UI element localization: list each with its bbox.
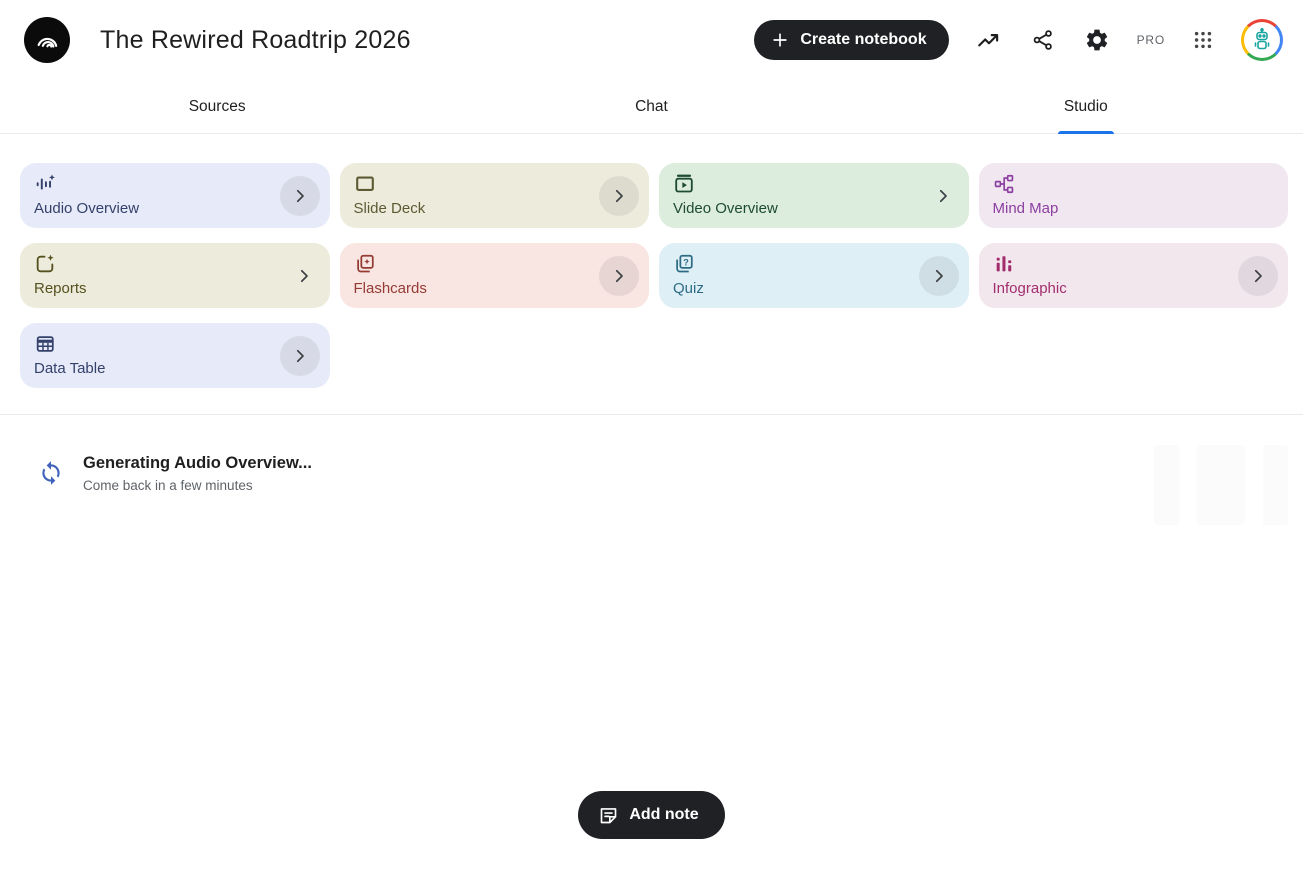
mind-map-nodes-icon [993, 173, 1015, 195]
loading-placeholder-bars [1154, 445, 1288, 525]
card-mind-map[interactable]: Mind Map [978, 163, 1288, 228]
flashcards-star-icon [354, 253, 376, 275]
card-label: Video Overview [673, 200, 778, 217]
card-infographic[interactable]: Infographic [978, 243, 1288, 308]
svg-text:?: ? [683, 257, 689, 267]
card-flashcards[interactable]: Flashcards [339, 243, 649, 308]
sync-icon [42, 461, 60, 485]
tab-studio[interactable]: Studio [869, 80, 1303, 134]
card-label: Infographic [992, 280, 1067, 297]
generating-status-row: Generating Audio Overview... Come back i… [0, 433, 1303, 525]
data-table-icon [34, 333, 56, 355]
chevron-right-icon[interactable] [279, 335, 320, 376]
status-text: Generating Audio Overview... Come back i… [83, 454, 312, 493]
tab-studio-label: Studio [1063, 97, 1108, 115]
section-divider [0, 414, 1303, 415]
card-video-overview[interactable]: Video Overview [659, 163, 969, 228]
header-actions: Create notebook PRO [754, 19, 1283, 61]
studio-card-grid: Audio Overview Slide Deck Video Overview [20, 163, 1288, 388]
card-label: Quiz [673, 280, 704, 297]
status-subtitle: Come back in a few minutes [83, 477, 253, 493]
analytics-button[interactable] [974, 25, 1004, 55]
card-data-table[interactable]: Data Table [20, 323, 330, 388]
card-audio-overview[interactable]: Audio Overview [20, 163, 330, 228]
apps-grid-icon [1194, 31, 1212, 49]
avatar-robot-image [1244, 22, 1280, 58]
add-note-label: Add note [629, 806, 699, 823]
create-notebook-button[interactable]: Create notebook [754, 20, 949, 60]
tab-sources-label: Sources [188, 97, 246, 115]
status-title: Generating Audio Overview... [83, 453, 312, 472]
report-sparkle-icon [34, 253, 56, 275]
active-tab-underline [1057, 130, 1114, 134]
tab-chat-label: Chat [635, 97, 668, 115]
audio-waveform-sparkle-icon [34, 173, 56, 195]
logo-arcs-icon [37, 37, 58, 48]
slide-frame-icon [354, 173, 376, 195]
card-reports[interactable]: Reports [20, 243, 330, 308]
chevron-right-icon[interactable] [923, 176, 963, 216]
notebooklm-logo[interactable] [24, 17, 70, 63]
card-slide-deck[interactable]: Slide Deck [339, 163, 649, 228]
notebook-title[interactable]: The Rewired Roadtrip 2026 [100, 25, 411, 54]
chevron-right-icon[interactable] [599, 175, 639, 216]
card-label: Reports [34, 280, 87, 297]
card-label: Audio Overview [34, 200, 140, 217]
plus-icon [773, 33, 788, 47]
app-header: The Rewired Roadtrip 2026 Create noteboo… [0, 0, 1303, 80]
card-label: Mind Map [992, 200, 1059, 217]
settings-button[interactable] [1082, 25, 1112, 55]
chevron-right-icon[interactable] [1238, 255, 1278, 296]
note-icon [600, 807, 617, 823]
quiz-cards-icon: ? [673, 253, 695, 275]
share-button[interactable] [1029, 26, 1057, 54]
card-label: Slide Deck [353, 200, 426, 217]
pro-badge: PRO [1136, 33, 1165, 47]
tab-sources[interactable]: Sources [0, 80, 434, 133]
account-avatar[interactable] [1241, 19, 1283, 61]
chevron-right-icon[interactable] [279, 175, 320, 216]
create-notebook-label: Create notebook [800, 31, 927, 48]
card-label: Data Table [34, 360, 106, 377]
chevron-right-icon[interactable] [284, 256, 324, 296]
card-label: Flashcards [353, 280, 427, 297]
video-play-icon [673, 173, 695, 195]
panel-tabbar: Sources Chat Studio [0, 80, 1303, 134]
card-quiz[interactable]: ? Quiz [659, 243, 969, 308]
tab-chat[interactable]: Chat [434, 80, 868, 133]
gear-icon [1086, 29, 1107, 51]
chevron-right-icon[interactable] [599, 255, 639, 296]
apps-grid-button[interactable] [1190, 27, 1216, 53]
bar-chart-icon [993, 253, 1015, 275]
add-note-container: Add note [0, 791, 1303, 839]
share-icon [1033, 30, 1052, 50]
chevron-right-icon[interactable] [918, 255, 959, 296]
trending-up-icon [977, 34, 998, 47]
add-note-button[interactable]: Add note [578, 791, 725, 839]
